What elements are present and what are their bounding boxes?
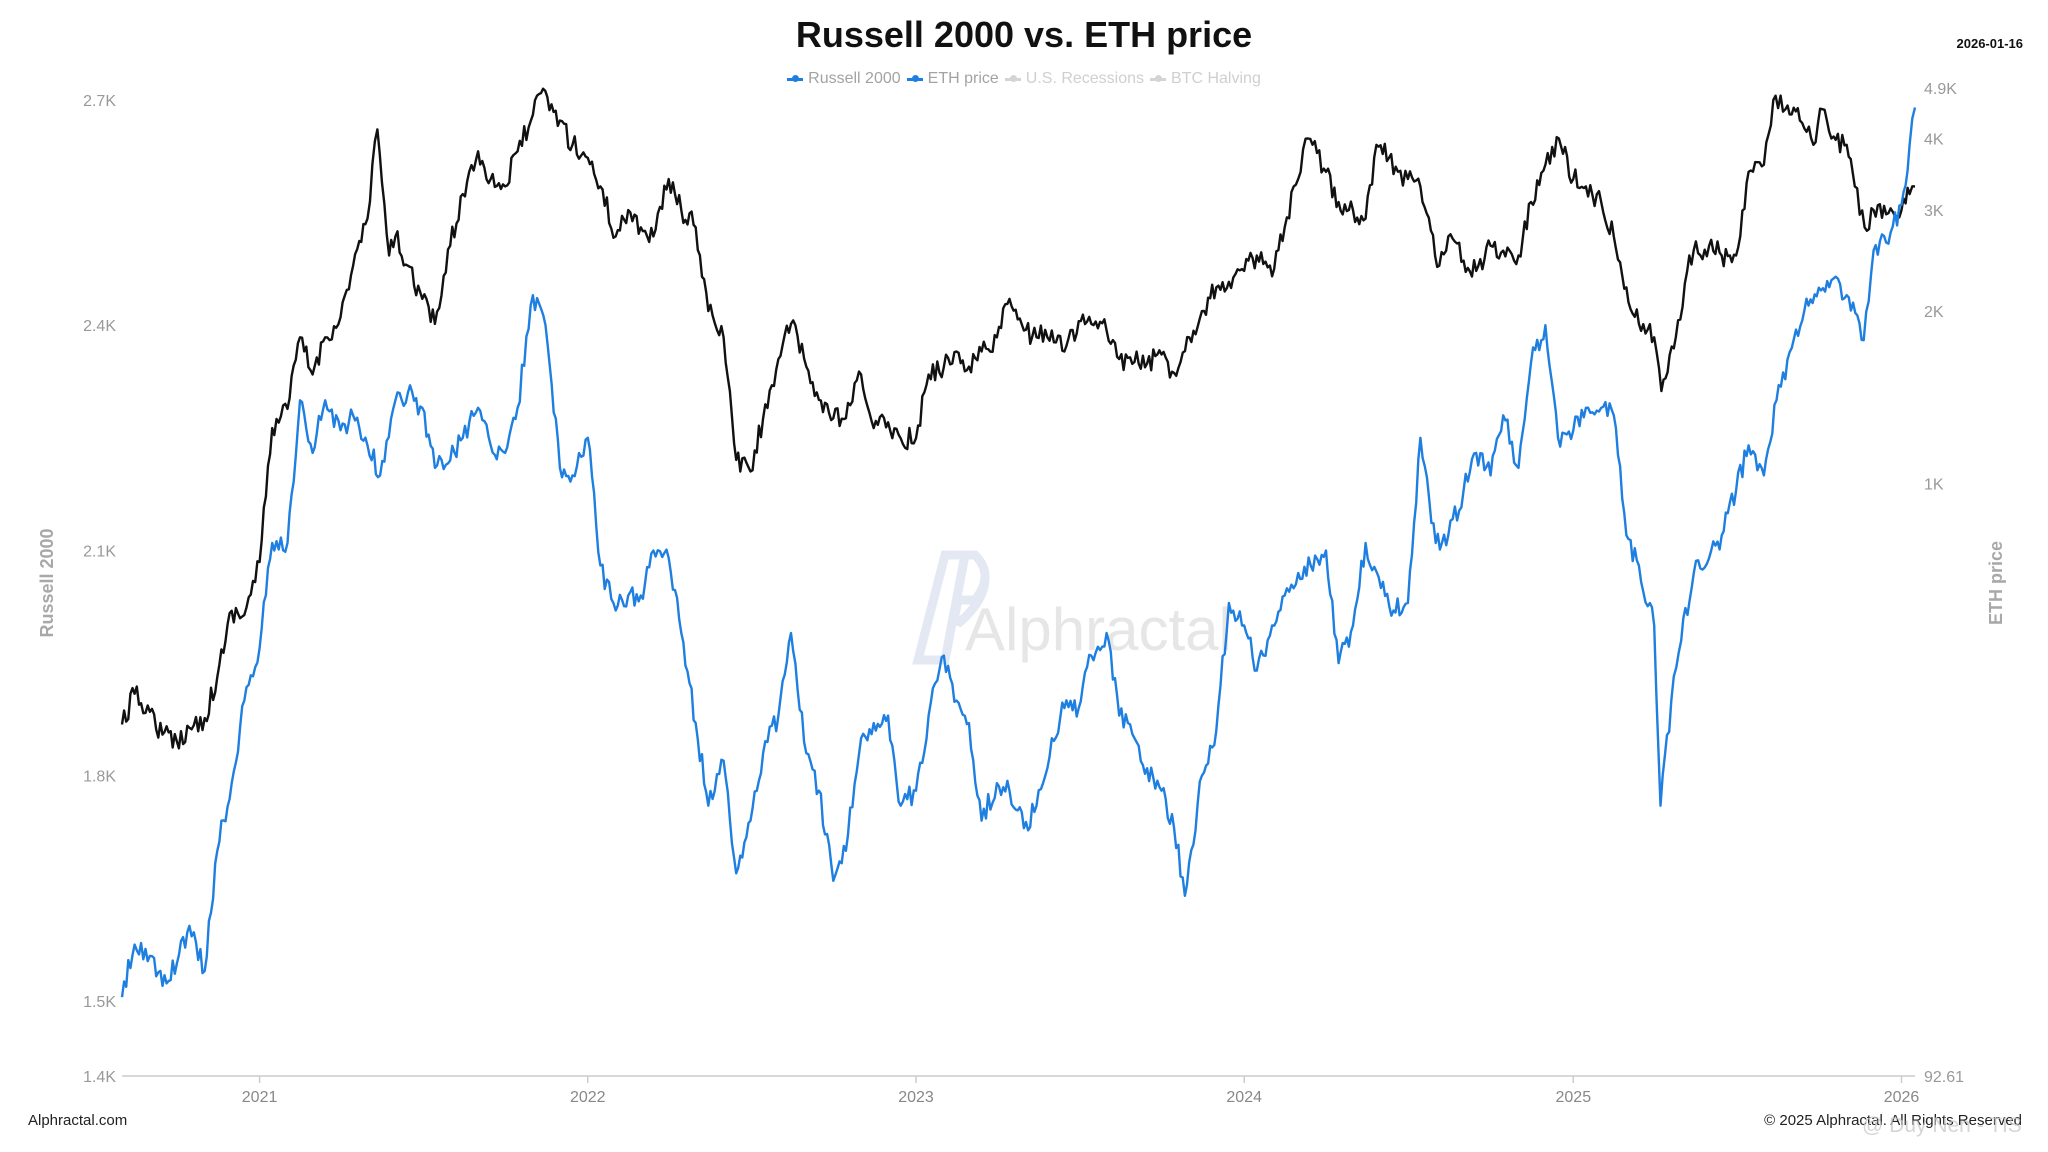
x-axis: 2021 2022 2023 2024 2025 2026 bbox=[242, 1076, 1920, 1106]
watermark-text: Alphractal bbox=[965, 596, 1232, 663]
watermark-overlay: @ Duy Nen - TIS bbox=[1862, 1114, 2022, 1137]
series-line-russell-2000 bbox=[120, 107, 1917, 998]
legend-label-btc-halving: BTC Halving bbox=[1171, 70, 1261, 87]
series-line-eth-price bbox=[120, 87, 1916, 750]
x-tick-label: 2025 bbox=[1556, 1089, 1592, 1106]
x-tick-label: 2024 bbox=[1226, 1089, 1262, 1106]
series-lines bbox=[120, 87, 1917, 998]
right-tick-label: 4.9K bbox=[1924, 81, 1957, 98]
right-y-axis: 92.61 1K 2K 3K 4K 4.9K bbox=[1924, 81, 1964, 1086]
x-tick-label: 2022 bbox=[570, 1089, 606, 1106]
x-tick-label: 2023 bbox=[898, 1089, 934, 1106]
left-tick-label: 2.1K bbox=[83, 543, 116, 560]
watermark-logo-icon bbox=[912, 550, 990, 665]
right-tick-label: 1K bbox=[1924, 477, 1944, 494]
legend: Russell 2000 ETH price U.S. Recessions B… bbox=[0, 70, 2048, 88]
legend-label-us-recessions: U.S. Recessions bbox=[1025, 70, 1145, 87]
left-axis-label: Russell 2000 bbox=[37, 528, 57, 637]
footer-copyright: © 2025 Alphractal. All Rights Reserved bbox=[1764, 1112, 2022, 1129]
legend-swatch-btc-halving bbox=[1150, 75, 1167, 82]
right-tick-label: 92.61 bbox=[1924, 1069, 1964, 1086]
legend-item-russell-2000[interactable]: Russell 2000 bbox=[787, 70, 901, 88]
right-axis-label: ETH price bbox=[1986, 541, 2006, 625]
legend-item-eth-price[interactable]: ETH price bbox=[906, 70, 999, 88]
watermark: Alphractal bbox=[912, 550, 1232, 665]
left-tick-label: 2.7K bbox=[83, 93, 116, 110]
legend-item-us-recessions[interactable]: U.S. Recessions bbox=[1004, 70, 1145, 88]
legend-label-russell-2000: Russell 2000 bbox=[808, 70, 901, 87]
left-tick-label: 1.8K bbox=[83, 769, 116, 786]
right-tick-label: 4K bbox=[1924, 132, 1944, 149]
legend-item-btc-halving[interactable]: BTC Halving bbox=[1150, 70, 1261, 88]
x-tick-label: 2026 bbox=[1884, 1089, 1920, 1106]
legend-swatch-eth-price bbox=[906, 75, 923, 82]
x-tick-label: 2021 bbox=[242, 1089, 278, 1106]
footer-source: Alphractal.com bbox=[28, 1112, 128, 1129]
chart-title: Russell 2000 vs. ETH price bbox=[795, 14, 1253, 55]
left-tick-label: 2.4K bbox=[83, 318, 116, 335]
right-tick-label: 3K bbox=[1924, 203, 1944, 220]
left-tick-label: 1.4K bbox=[83, 1069, 116, 1086]
chart-date: 2026-01-16 bbox=[1956, 36, 2024, 51]
legend-swatch-us-recessions bbox=[1004, 75, 1021, 82]
legend-swatch-russell-2000 bbox=[787, 75, 804, 82]
legend-label-eth-price: ETH price bbox=[927, 70, 999, 87]
left-y-axis: 1.4K 1.5K 1.8K 2.1K 2.4K 2.7K bbox=[83, 93, 116, 1086]
right-tick-label: 2K bbox=[1924, 304, 1944, 321]
left-tick-label: 1.5K bbox=[83, 994, 116, 1011]
